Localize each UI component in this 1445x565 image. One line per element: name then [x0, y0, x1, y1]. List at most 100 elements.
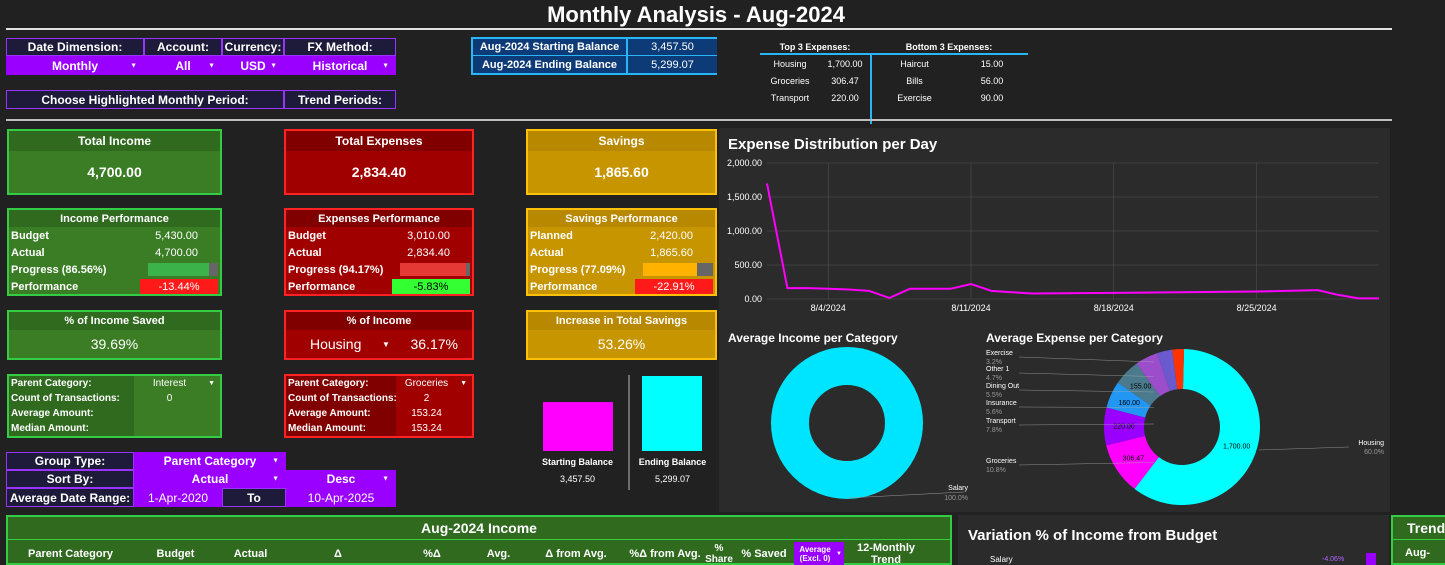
chevron-down-icon: ▼ — [272, 457, 279, 465]
currency-select[interactable]: USD ▼ — [222, 56, 284, 75]
total-income-label: Total Income — [9, 131, 220, 151]
income-perf-value: -13.44% — [140, 279, 218, 294]
trends-row: Aug-2024 — [1393, 539, 1445, 565]
bottom3-name: Haircut — [900, 58, 929, 69]
account-select[interactable]: All ▼ — [144, 56, 222, 75]
income-progress-bar — [148, 263, 218, 276]
income-avg-value — [134, 406, 220, 421]
savings-performance-title: Savings Performance — [528, 210, 715, 227]
income-progress-fill — [148, 263, 209, 276]
y-tick-label: 0.00 — [744, 294, 762, 304]
chevron-down-icon: ▼ — [381, 339, 390, 349]
currency-label: Currency: — [222, 38, 284, 56]
savings-value: 1,865.60 — [528, 151, 715, 193]
income-actual-value: 4,700.00 — [155, 246, 198, 259]
col-parent-category[interactable]: Parent Category — [28, 547, 113, 560]
expenses-perf-value: -5.83% — [392, 279, 470, 294]
ending-balance-bar — [642, 376, 702, 451]
savings-perf-value: -22.91% — [635, 279, 713, 294]
top3-value: 1,700.00 — [827, 58, 863, 69]
expense-slice-amount: 160.00 — [1119, 400, 1141, 407]
total-expenses-label: Total Expenses — [286, 131, 472, 151]
pct-income-category-select[interactable]: Housing — [310, 336, 362, 352]
expense-series-line — [766, 183, 1379, 300]
grouping-grid: Group Type: Parent Category ▼ Sort By: Ac… — [6, 452, 396, 508]
expense-parent-select[interactable]: Groceries ▼ — [404, 378, 467, 389]
expenses-performance-title: Expenses Performance — [286, 210, 472, 227]
increase-savings-card: Increase in Total Savings 53.26% — [526, 310, 717, 360]
savings-label: Savings — [528, 131, 715, 151]
col-pct-delta-avg[interactable]: %Δ from Avg. — [629, 547, 701, 560]
expense-slice-groceries — [1106, 435, 1159, 489]
expense-slice-transport — [1104, 407, 1146, 446]
date-dimension-select[interactable]: Monthly ▼ — [6, 56, 144, 75]
average-mode-select[interactable]: Average (Excl. 0) ▼ — [794, 541, 844, 565]
chevron-down-icon: ▼ — [208, 380, 215, 387]
starting-balance-bar — [543, 402, 613, 451]
income-category-details: Parent Category: Interest ▼ Count of Trans… — [7, 374, 222, 438]
sort-by-label: Sort By: — [6, 470, 134, 488]
expense-label-pct: 4.7% — [986, 375, 1002, 382]
chevron-down-icon: ▼ — [382, 62, 389, 69]
income-parent-select[interactable]: Interest ▼ — [152, 378, 215, 389]
y-tick-label: 1,500.00 — [727, 192, 762, 202]
col-budget[interactable]: Budget — [156, 547, 195, 560]
group-type-select[interactable]: Parent Category ▼ — [134, 452, 286, 470]
col-pct-share[interactable]: % Share — [705, 542, 733, 565]
expense-label-insurance: Insurance — [986, 400, 1017, 407]
fx-method-select[interactable]: Historical ▼ — [284, 56, 396, 75]
expense-leader-line — [1018, 356, 1155, 363]
col-avg[interactable]: Avg. — [486, 547, 511, 560]
pct-income-row: Housing ▼ 36.17% — [286, 330, 472, 358]
expense-slice-dining-out — [1117, 363, 1160, 406]
sort-order-select[interactable]: Desc ▼ — [286, 470, 396, 488]
title-divider — [6, 28, 1392, 30]
range-to-input[interactable]: 10-Apr-2025 — [286, 488, 396, 507]
expenses-perf-label: Performance — [288, 280, 356, 293]
income-pie-label: Salary — [948, 485, 968, 492]
top3-value: 306.47 — [831, 75, 859, 86]
variation-panel — [958, 515, 1389, 565]
range-from-input[interactable]: 1-Apr-2020 — [134, 488, 222, 507]
income-count-label: Count of Transactions: — [11, 393, 120, 404]
income-count-value: 0 — [166, 393, 173, 404]
x-tick-label: 8/11/2024 — [951, 303, 990, 313]
col-trend[interactable]: 12-Monthly Trend — [856, 541, 916, 565]
expense-count-value: 2 — [423, 393, 430, 404]
col-actual[interactable]: Actual — [233, 547, 268, 560]
highlighted-period-select[interactable]: Choose Highlighted Monthly Period: — [6, 90, 284, 109]
savings-perf-label: Performance — [530, 280, 598, 293]
top-bottom-expenses: Top 3 Expenses: Bottom 3 Expenses: Housi… — [760, 40, 1028, 124]
income-performance-title: Income Performance — [9, 210, 220, 227]
col-pct-delta[interactable]: %Δ — [423, 547, 441, 560]
sort-by-select[interactable]: Actual ▼ — [134, 470, 286, 488]
col-delta[interactable]: Δ — [334, 547, 342, 560]
group-type-label: Group Type: — [6, 452, 134, 470]
ending-balance-value: 5,299.07 — [628, 56, 717, 73]
expense-slice-other-1 — [1136, 353, 1170, 397]
bottom3-name: Exercise — [897, 92, 932, 103]
trend-periods-select[interactable]: Trend Periods: — [284, 90, 396, 109]
savings-planned-value: 2,420.00 — [650, 229, 693, 242]
ending-balance-bar-value: 5,299.07 — [654, 474, 691, 484]
expense-label-pct: 5.6% — [986, 409, 1002, 416]
expense-parent-label: Parent Category: — [288, 378, 369, 389]
expenses-budget-label: Budget — [288, 229, 326, 242]
chevron-down-icon: ▼ — [460, 380, 467, 387]
variation-row-label: Salary — [990, 555, 1013, 564]
expense-day-chart: 2,000.00 1,500.00 1,000.00 500.00 0.00 8/4/20… — [727, 158, 1379, 313]
top3-name: Transport — [770, 92, 810, 103]
col-delta-avg[interactable]: Δ from Avg. — [545, 547, 607, 560]
expense-label-dining-out: Dining Out — [986, 383, 1019, 390]
page-title: Monthly Analysis - Aug-2024 — [547, 2, 845, 27]
bottom3-name: Bills — [906, 75, 923, 86]
expense-label-pct: 3.2% — [986, 359, 1002, 366]
top3-name: Housing — [773, 58, 807, 69]
starting-balance-bar-label: Starting Balance — [541, 457, 614, 467]
total-expenses-card: Total Expenses 2,834.40 — [284, 129, 474, 195]
expense-slice-other — [1172, 349, 1185, 390]
expenses-actual-label: Actual — [288, 246, 322, 259]
starting-balance-bar-value: 3,457.50 — [559, 474, 596, 484]
col-pct-saved[interactable]: % Saved — [741, 547, 787, 560]
x-tick-label: 8/4/2024 — [811, 303, 846, 313]
